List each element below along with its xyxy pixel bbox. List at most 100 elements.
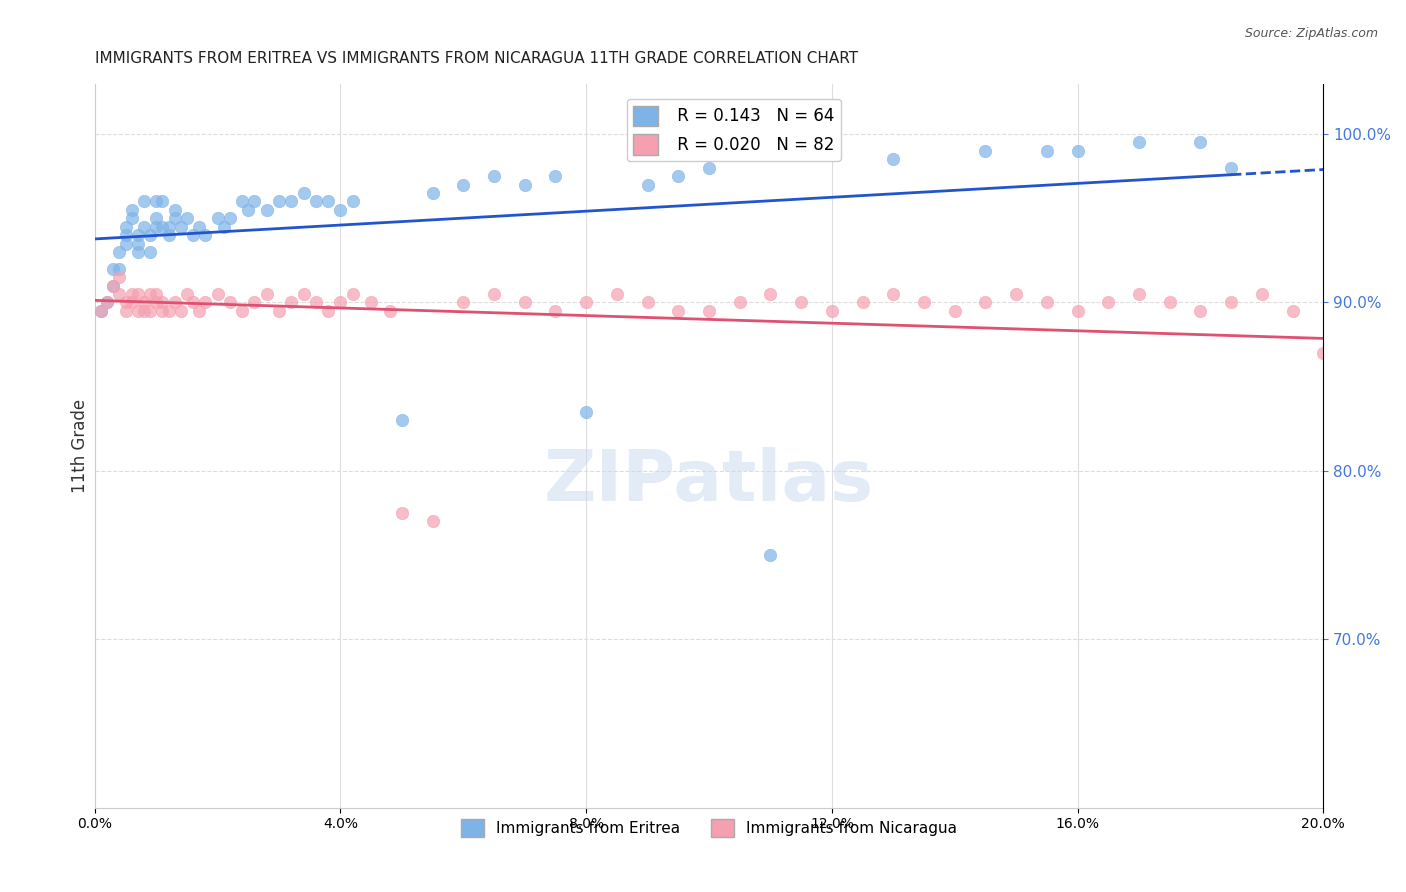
Point — [790, 295, 813, 310]
Point — [194, 228, 217, 243]
Point — [231, 304, 253, 318]
Point — [170, 219, 193, 234]
Point — [121, 295, 143, 310]
Point — [342, 194, 364, 209]
Point — [606, 287, 628, 301]
Point — [453, 178, 475, 192]
Point — [422, 515, 444, 529]
Point — [1250, 287, 1272, 301]
Point — [157, 304, 180, 318]
Text: ZIPatlas: ZIPatlas — [544, 448, 875, 516]
Point — [194, 295, 217, 310]
Point — [256, 287, 278, 301]
Point — [666, 169, 689, 183]
Point — [482, 169, 505, 183]
Point — [127, 228, 149, 243]
Point — [378, 304, 401, 318]
Point — [114, 228, 136, 243]
Point — [145, 295, 167, 310]
Point — [219, 295, 242, 310]
Point — [150, 194, 173, 209]
Point — [114, 236, 136, 251]
Point — [1220, 295, 1243, 310]
Point — [188, 219, 211, 234]
Point — [90, 304, 112, 318]
Point — [96, 295, 118, 310]
Point — [292, 186, 315, 200]
Point — [139, 244, 162, 259]
Point — [1374, 295, 1396, 310]
Point — [391, 413, 413, 427]
Point — [637, 178, 659, 192]
Point — [145, 211, 167, 226]
Point — [1036, 144, 1059, 158]
Text: Source: ZipAtlas.com: Source: ZipAtlas.com — [1244, 27, 1378, 40]
Point — [127, 287, 149, 301]
Point — [103, 278, 125, 293]
Point — [316, 304, 339, 318]
Point — [1405, 287, 1406, 301]
Point — [243, 194, 266, 209]
Point — [852, 295, 875, 310]
Point — [759, 548, 782, 562]
Point — [974, 144, 997, 158]
Point — [181, 228, 204, 243]
Point — [1005, 287, 1028, 301]
Point — [127, 304, 149, 318]
Point — [231, 194, 253, 209]
Point — [121, 287, 143, 301]
Point — [114, 219, 136, 234]
Point — [267, 304, 290, 318]
Point — [132, 304, 155, 318]
Point — [1097, 295, 1119, 310]
Point — [305, 194, 328, 209]
Point — [114, 295, 136, 310]
Point — [329, 202, 352, 217]
Point — [181, 295, 204, 310]
Point — [575, 295, 598, 310]
Point — [728, 295, 751, 310]
Point — [132, 194, 155, 209]
Point — [170, 304, 193, 318]
Point — [176, 211, 198, 226]
Point — [821, 304, 844, 318]
Point — [360, 295, 382, 310]
Point — [1128, 287, 1150, 301]
Point — [145, 194, 167, 209]
Point — [145, 287, 167, 301]
Point — [544, 169, 567, 183]
Point — [238, 202, 260, 217]
Point — [882, 287, 904, 301]
Legend: Immigrants from Eritrea, Immigrants from Nicaragua: Immigrants from Eritrea, Immigrants from… — [456, 813, 963, 844]
Point — [513, 178, 536, 192]
Point — [121, 202, 143, 217]
Point — [329, 295, 352, 310]
Text: IMMIGRANTS FROM ERITREA VS IMMIGRANTS FROM NICARAGUA 11TH GRADE CORRELATION CHAR: IMMIGRANTS FROM ERITREA VS IMMIGRANTS FR… — [94, 51, 858, 66]
Point — [108, 287, 131, 301]
Point — [1189, 136, 1212, 150]
Point — [176, 287, 198, 301]
Point — [697, 161, 720, 175]
Point — [139, 287, 162, 301]
Point — [305, 295, 328, 310]
Point — [912, 295, 935, 310]
Point — [453, 295, 475, 310]
Point — [96, 295, 118, 310]
Point — [163, 295, 186, 310]
Point — [114, 304, 136, 318]
Point — [127, 236, 149, 251]
Point — [482, 287, 505, 301]
Point — [108, 261, 131, 276]
Point — [212, 219, 235, 234]
Point — [150, 295, 173, 310]
Point — [207, 287, 229, 301]
Point — [243, 295, 266, 310]
Point — [132, 295, 155, 310]
Point — [108, 270, 131, 285]
Point — [103, 278, 125, 293]
Point — [1066, 144, 1088, 158]
Point — [163, 211, 186, 226]
Point — [974, 295, 997, 310]
Point — [1159, 295, 1181, 310]
Point — [256, 202, 278, 217]
